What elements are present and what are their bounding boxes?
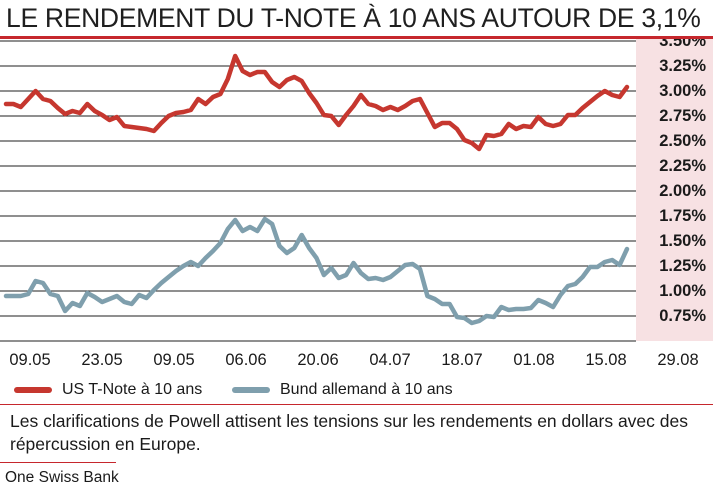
legend-swatch-bund (232, 387, 270, 393)
x-tick-label: 20.06 (297, 351, 338, 369)
grid-lines (0, 40, 636, 342)
bund-line (3, 216, 630, 326)
legend: US T-Note à 10 ans Bund allemand à 10 an… (0, 378, 713, 404)
y-tick-label: 2.50% (659, 132, 706, 150)
y-tick-label: 1.50% (659, 232, 706, 250)
us-tnote-line (3, 53, 630, 152)
x-tick-label: 09.05 (9, 351, 50, 369)
y-axis-labels: 0.75% 1.00% 1.25% 1.50% 1.75% 2.00% 2.25% 2.50%… (659, 39, 706, 325)
x-tick-label: 01.08 (513, 351, 554, 369)
x-tick-label: 09.05 (153, 351, 194, 369)
x-tick-label: 29.08 (657, 351, 698, 369)
legend-item-us: US T-Note à 10 ans (14, 381, 202, 399)
x-axis-labels: 09.05 23.05 09.05 06.06 20.06 04.07 18.07 01.08… (9, 351, 698, 369)
legend-rule (0, 404, 713, 405)
yield-chart: 0.75% 1.00% 1.25% 1.50% 1.75% 2.00% 2.25% 2.50%… (0, 39, 713, 369)
legend-item-bund: Bund allemand à 10 ans (232, 381, 453, 399)
y-axis-band (636, 39, 713, 341)
y-tick-label: 3.00% (659, 82, 706, 100)
x-tick-label: 23.05 (81, 351, 122, 369)
y-tick-label: 0.75% (659, 307, 706, 325)
chart-title: LE RENDEMENT DU T-NOTE À 10 ANS AUTOUR D… (6, 3, 701, 33)
y-tick-label: 3.50% (659, 39, 706, 50)
y-tick-label: 2.75% (659, 107, 706, 125)
series-lines (3, 53, 630, 326)
x-tick-label: 04.07 (369, 351, 410, 369)
source-rule (0, 462, 116, 463)
legend-swatch-us (14, 387, 52, 393)
legend-label-us: US T-Note à 10 ans (62, 381, 203, 398)
source: One Swiss Bank (5, 469, 119, 486)
y-tick-label: 1.00% (659, 282, 706, 300)
y-tick-label: 1.25% (659, 257, 706, 275)
y-tick-label: 2.00% (659, 182, 706, 200)
x-tick-label: 06.06 (225, 351, 266, 369)
y-tick-label: 2.25% (659, 157, 706, 175)
y-tick-label: 1.75% (659, 207, 706, 225)
x-tick-label: 18.07 (441, 351, 482, 369)
y-tick-label: 3.25% (659, 57, 706, 75)
caption: Les clarifications de Powell attisent le… (10, 411, 688, 454)
title-rule (0, 36, 713, 39)
x-tick-label: 15.08 (585, 351, 626, 369)
legend-label-bund: Bund allemand à 10 ans (280, 381, 453, 398)
